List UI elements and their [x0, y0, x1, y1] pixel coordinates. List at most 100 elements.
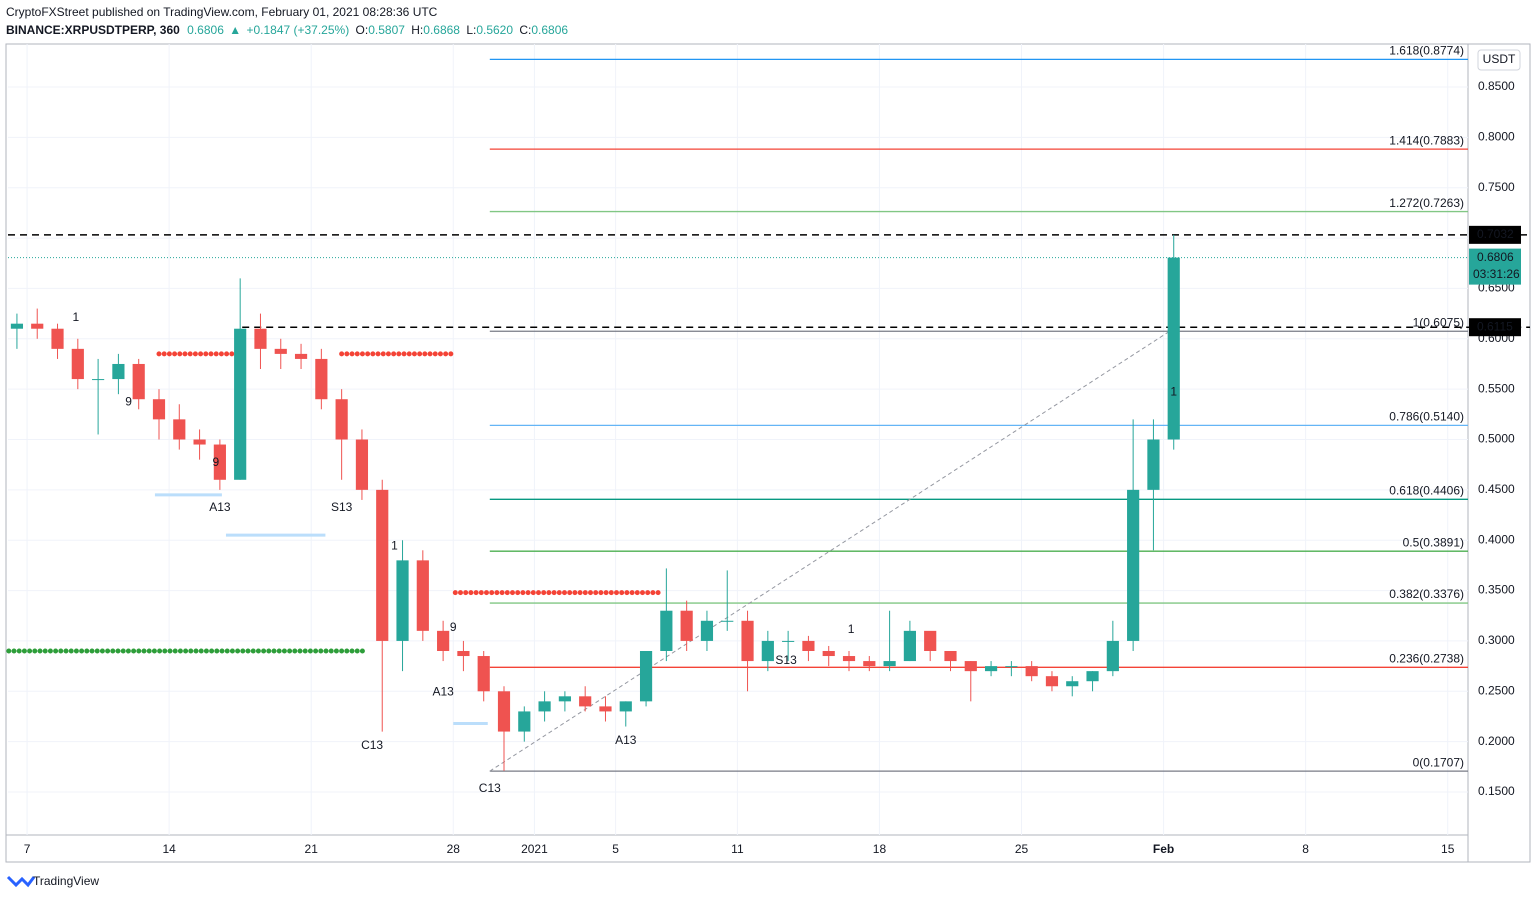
candle-body	[132, 363, 145, 400]
fib-label: 0.5(0.3891)	[1403, 535, 1464, 549]
candle-body	[1127, 489, 1140, 641]
h-label: H:	[411, 23, 423, 37]
candle-body	[437, 630, 450, 651]
fib-label: 0.382(0.3376)	[1389, 587, 1464, 601]
price-tag	[1469, 225, 1521, 244]
fib-label: 0.618(0.4406)	[1389, 483, 1464, 497]
symbol: BINANCE:XRPUSDTPERP, 360	[6, 23, 180, 37]
candle-body	[883, 661, 896, 667]
candle-body	[822, 650, 835, 657]
td-marker: 9	[212, 455, 219, 469]
candle-body	[193, 439, 206, 445]
td-marker: C13	[361, 738, 383, 752]
candle-body	[416, 560, 429, 631]
header-line: CryptoFXStreet published on TradingView.…	[6, 5, 438, 19]
fib-label: 1.414(0.7883)	[1389, 133, 1464, 147]
l: 0.5620	[476, 23, 513, 37]
candle-body	[497, 691, 511, 732]
l-label: L:	[466, 23, 476, 37]
candle-body	[518, 711, 531, 732]
candle-body	[1066, 681, 1079, 687]
candle-body	[903, 630, 916, 662]
td-marker: A13	[209, 500, 231, 514]
fib-label: 1.618(0.8774)	[1389, 44, 1464, 58]
y-tick-label: 0.4000	[1478, 532, 1515, 546]
change: +0.1847 (+37.25%)	[246, 23, 349, 37]
candle-body	[599, 706, 612, 712]
td-marker: C13	[479, 781, 501, 795]
x-tick-label: 5	[612, 842, 619, 856]
td-marker: 1	[72, 310, 79, 324]
candle-body	[274, 348, 287, 354]
candle-body	[1086, 671, 1099, 682]
candle-body	[1106, 640, 1119, 672]
footer-brand: TradingView	[33, 874, 99, 888]
candle-body	[477, 656, 490, 692]
o: 0.5807	[368, 23, 405, 37]
fib-label: 0.236(0.2738)	[1389, 651, 1464, 665]
candle-body	[842, 656, 856, 662]
y-tick-label: 0.5000	[1478, 432, 1515, 446]
candle-body	[173, 419, 186, 440]
o-label: O:	[356, 23, 369, 37]
candle-body	[1147, 439, 1160, 490]
price-tag-label: 0.6115	[1477, 319, 1513, 333]
candle-body	[802, 640, 815, 651]
candle-body	[294, 353, 308, 359]
candle-body	[721, 620, 734, 622]
td-marker: 1	[848, 622, 855, 636]
x-tick-label: 28	[447, 842, 461, 856]
currency: USDT	[1483, 52, 1516, 66]
candle-body	[457, 650, 470, 657]
x-tick-label: 15	[1441, 842, 1455, 856]
header-ohlc: BINANCE:XRPUSDTPERP, 360 0.6806 ▲ +0.184…	[6, 23, 568, 37]
candle-body	[680, 610, 693, 641]
td-marker: 9	[450, 620, 457, 634]
candle-body	[152, 399, 166, 420]
candle-body	[10, 323, 24, 329]
last: 0.6806	[187, 23, 224, 37]
last-price-label: 0.6806	[1477, 250, 1514, 264]
plot: 0.1500 0.2000 0.2500 0.3000 0.3500 0.4000 0.45…	[6, 44, 1530, 856]
candle-body	[700, 620, 714, 641]
td-marker: A13	[615, 733, 637, 747]
fib-trend	[489, 330, 1170, 772]
last-price-tag	[1469, 248, 1521, 285]
fib-label: 0.786(0.5140)	[1389, 410, 1464, 424]
candle-body	[355, 439, 369, 490]
candle-body	[984, 666, 998, 672]
candle-body	[1167, 257, 1180, 440]
candle-body	[376, 489, 389, 641]
h: 0.6868	[423, 23, 460, 37]
td-marker: 1	[391, 538, 398, 552]
x-tick-label: 18	[873, 842, 887, 856]
candle-body	[558, 696, 571, 702]
y-tick-label: 0.5500	[1478, 381, 1515, 395]
c-label: C:	[519, 23, 531, 37]
candle-body	[51, 328, 64, 349]
candle-body	[924, 630, 937, 651]
td-marker: S13	[775, 653, 797, 667]
candle-body	[964, 661, 977, 672]
candle-body	[213, 444, 226, 480]
candle-body	[619, 701, 632, 712]
td-marker: 1	[1170, 384, 1177, 398]
x-tick-label: Feb	[1153, 842, 1174, 856]
candle-body	[396, 560, 409, 641]
candle-body	[315, 358, 328, 400]
y-tick-label: 0.8500	[1478, 79, 1515, 93]
x-tick-label: 21	[305, 842, 319, 856]
y-tick-label: 0.2000	[1478, 734, 1515, 748]
x-tick-label: 8	[1302, 842, 1309, 856]
td-marker: S13	[331, 500, 353, 514]
y-tick-label: 0.4500	[1478, 482, 1515, 496]
y-tick-label: 0.2500	[1478, 683, 1515, 697]
candle-body	[254, 328, 267, 349]
candle-body	[782, 640, 795, 642]
candle-body	[1025, 666, 1038, 677]
c: 0.6806	[531, 23, 568, 37]
td-marker: A13	[432, 684, 454, 698]
y-tick-label: 0.3500	[1478, 583, 1515, 597]
candle-body	[71, 348, 84, 380]
